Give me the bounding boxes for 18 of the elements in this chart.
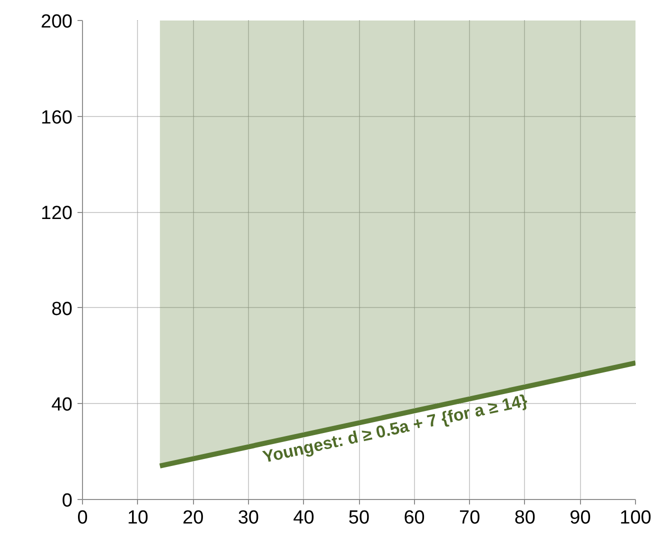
y-tick-label: 40 <box>51 394 73 416</box>
y-tick-label: 160 <box>40 107 72 128</box>
x-tick-label: 70 <box>459 508 480 528</box>
y-tick-label: 0 <box>62 490 73 512</box>
x-tick-label: 50 <box>348 508 370 528</box>
annotation: Youngest: d ≥ 0.5a + 7 {for a ≥ 14} <box>261 390 530 467</box>
x-tick-label: 40 <box>293 508 314 528</box>
x-tick-label: 30 <box>238 508 259 528</box>
x-tick-label: 100 <box>620 508 652 528</box>
y-tick-label: 200 <box>40 12 72 32</box>
x-tick-label: 80 <box>514 508 536 528</box>
x-tick-label: 10 <box>127 508 148 528</box>
x-tick-label: 0 <box>77 508 88 528</box>
x-tick-label: 20 <box>182 508 204 528</box>
x-tick-label: 60 <box>404 508 425 528</box>
y-tick-label: 80 <box>51 298 73 320</box>
y-tick-label: 120 <box>40 203 72 224</box>
x-tick-label: 90 <box>570 508 591 528</box>
